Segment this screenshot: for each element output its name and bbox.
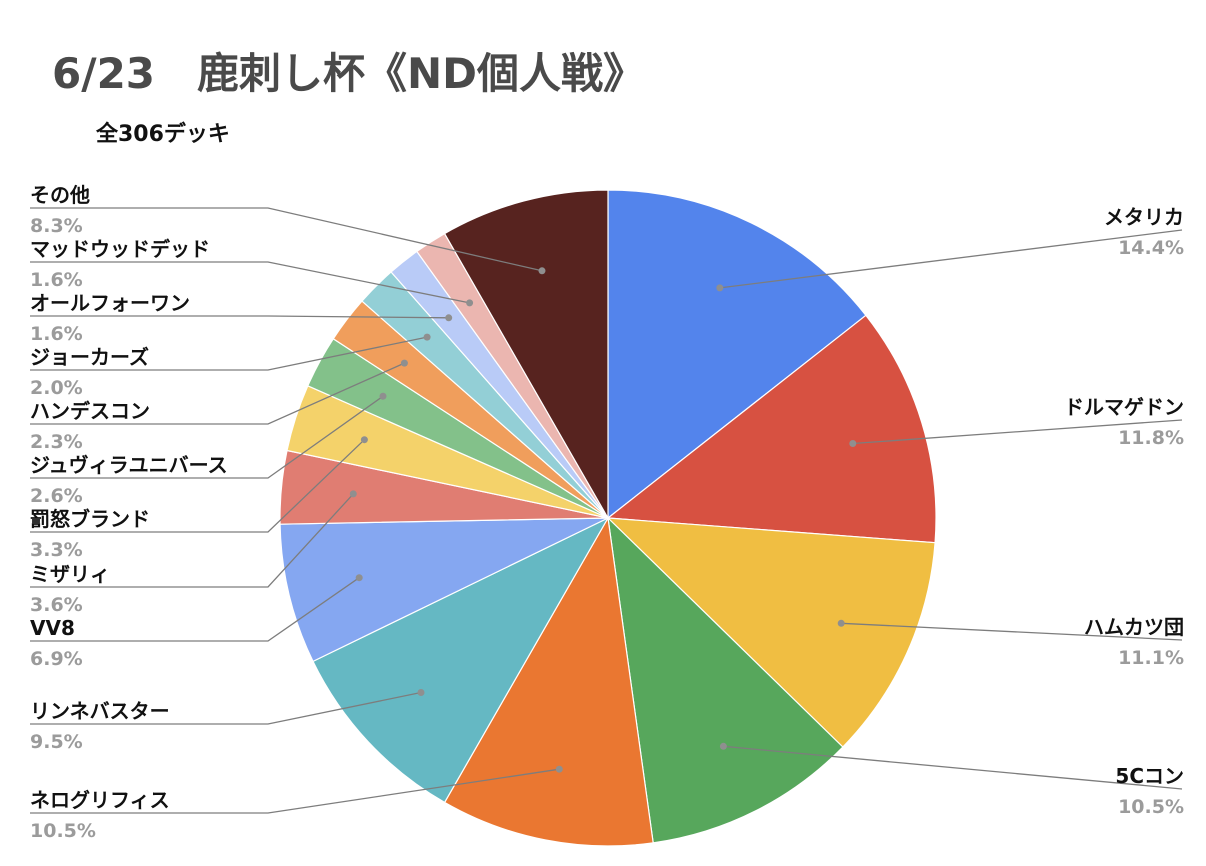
slice-11-leader-dot (400, 359, 408, 367)
slice-15-percent: 8.3% (30, 215, 83, 237)
slice-7-leader-line (30, 577, 360, 642)
slice-1-leader-dot (716, 284, 724, 292)
slice-2-label: ドルマゲドン (1064, 395, 1184, 419)
slice-4-percent: 10.5% (1118, 796, 1184, 818)
slice-12-percent: 2.0% (30, 377, 83, 399)
slice-13-percent: 1.6% (30, 323, 83, 345)
slice-3-label: ハムカツ団 (1084, 615, 1184, 639)
slice-3-leader-dot (837, 619, 845, 627)
slice-9-percent: 3.3% (30, 539, 83, 561)
slice-4-label: 5Cコン (1115, 764, 1184, 788)
slice-11-label: ハンデスコン (30, 399, 150, 423)
slice-5-percent: 10.5% (30, 820, 96, 842)
slice-6-leader-line (30, 691, 422, 725)
slice-10-label: ジュヴィラユニバース (30, 453, 228, 477)
slice-11-leader-line (30, 362, 405, 425)
slice-7-label: VV8 (30, 616, 75, 640)
slice-14-label: マッドウッドデッド (30, 237, 210, 261)
slice-11-percent: 2.3% (30, 431, 83, 453)
slice-8-leader-line (30, 493, 354, 588)
slice-4-leader-dot (719, 742, 727, 750)
slice-8-leader-dot (349, 490, 357, 498)
slice-7-leader-dot (355, 574, 363, 582)
slice-5-leader-dot (555, 765, 563, 773)
slice-12-leader-dot (423, 333, 431, 341)
slice-15-leader-line (30, 207, 543, 272)
slice-10-leader-dot (379, 392, 387, 400)
slice-13-label: オールフォーワン (30, 291, 190, 315)
slice-5-label: ネログリフィス (30, 788, 170, 812)
slice-2-leader-line (852, 419, 1183, 445)
pie-slices (279, 189, 937, 847)
slice-15-label: その他 (30, 183, 90, 207)
slice-14-percent: 1.6% (30, 269, 83, 291)
slice-14-leader-dot (466, 299, 474, 307)
slice-6-label: リンネバスター (30, 699, 170, 723)
slice-4-leader-line (723, 745, 1183, 790)
slice-10-leader-line (30, 395, 384, 479)
slice-12-label: ジョーカーズ (30, 345, 149, 369)
slice-1-label: メタリカ (1104, 205, 1184, 229)
slice-1-leader-line (719, 229, 1183, 289)
slice-6-percent: 9.5% (30, 731, 83, 753)
slice-15-leader-dot (538, 267, 546, 275)
chart-title: 6/23 鹿刺し杯《ND個人戦》 (52, 49, 646, 98)
slice-2-percent: 11.8% (1118, 427, 1184, 449)
slice-8-percent: 3.6% (30, 594, 83, 616)
slice-8-label: ミザリィ (30, 562, 110, 586)
slice-9-leader-dot (360, 436, 368, 444)
slice-9-leader-line (30, 439, 365, 533)
slice-4-wedge (607, 516, 844, 844)
slice-13-leader-line (30, 315, 449, 319)
slice-labels: メタリカ 14.4% ドルマゲドン 11.8% ハムカツ団 11.1% 5Cコン 10.5% ネ… (30, 183, 1184, 842)
slice-5-wedge (443, 516, 654, 847)
slice-2-wedge (606, 314, 937, 544)
chart-subtitle: 全306デッキ (96, 122, 230, 147)
slice-7-wedge (279, 517, 609, 663)
slice-3-wedge (606, 517, 936, 748)
slice-5-leader-line (30, 768, 560, 814)
slice-3-percent: 11.1% (1118, 647, 1184, 669)
slice-1-percent: 14.4% (1118, 237, 1184, 259)
slice-12-leader-line (30, 336, 428, 371)
slice-2-leader-dot (849, 440, 857, 447)
slice-10-percent: 2.6% (30, 485, 83, 507)
slice-6-leader-dot (417, 689, 425, 696)
slice-1-wedge (607, 189, 867, 520)
slice-7-percent: 6.9% (30, 648, 83, 670)
slice-9-label: 罰怒ブランド (30, 507, 150, 531)
slice-15-wedge (443, 189, 609, 521)
slice-3-leader-line (841, 622, 1183, 641)
slice-14-leader-line (30, 261, 470, 304)
slice-13-leader-dot (445, 314, 453, 322)
slice-6-wedge (312, 516, 610, 804)
